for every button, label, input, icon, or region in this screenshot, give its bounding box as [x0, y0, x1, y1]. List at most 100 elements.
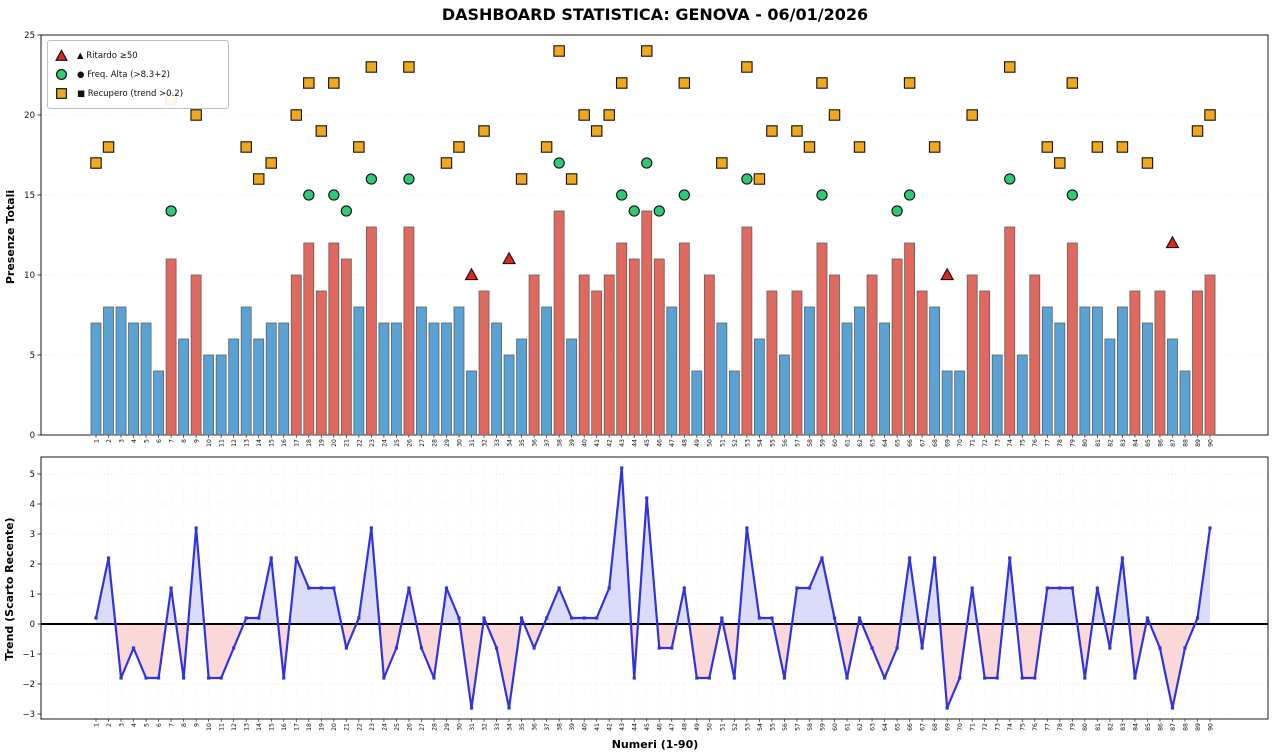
x-tick-label: 38 — [557, 439, 564, 447]
x-tick-label: 51 — [719, 439, 726, 447]
recupero-square-marker — [353, 141, 365, 153]
recupero-square-marker — [102, 141, 115, 153]
x-tick-label: 21 — [344, 723, 351, 731]
legend-item-ritardo: ▲ Ritardo ≥50 — [55, 46, 221, 65]
trend-fill-negative — [835, 624, 859, 678]
x-tick-label: 10 — [206, 723, 213, 731]
x-tick-label: 16 — [281, 439, 288, 447]
ritardo-triangle-marker — [1165, 235, 1180, 249]
x-tick-label: 79 — [1070, 439, 1077, 447]
trend-point — [795, 586, 799, 590]
trend-point — [695, 676, 699, 680]
x-tick-label: 58 — [807, 723, 814, 731]
x-tick-label: 50 — [707, 439, 714, 447]
trend-fill-negative — [657, 624, 677, 648]
x-tick-label: 57 — [794, 723, 801, 731]
presence-bar — [353, 306, 365, 436]
presence-bar — [841, 322, 853, 436]
x-tick-label: 13 — [244, 439, 251, 447]
recupero-square-marker — [315, 125, 328, 137]
recupero-square-marker — [365, 61, 378, 73]
trend-point — [908, 556, 912, 560]
recupero-square-marker — [603, 109, 615, 121]
trend-fill-negative — [1129, 624, 1147, 678]
presence-bar — [641, 210, 653, 436]
x-tick-label: 78 — [1057, 723, 1064, 731]
x-tick-label: 56 — [782, 723, 789, 731]
x-tick-label: 80 — [1082, 439, 1089, 447]
x-tick-label: 72 — [982, 723, 989, 731]
trend-fill-positive — [1113, 558, 1130, 624]
x-tick-label: 87 — [1170, 723, 1177, 731]
x-tick-label: 14 — [256, 439, 263, 447]
trend-point — [119, 676, 123, 680]
x-tick-label: 87 — [1170, 439, 1177, 447]
y-tick-label: −1 — [22, 650, 35, 660]
presence-bar — [203, 354, 215, 436]
trend-fill-positive — [1092, 588, 1105, 624]
x-tick-label: 65 — [894, 439, 901, 447]
x-tick-label: 43 — [619, 439, 626, 447]
x-tick-label: 58 — [807, 439, 814, 447]
x-tick-label: 90 — [1207, 723, 1214, 731]
x-tick-label: 24 — [381, 723, 388, 731]
x-tick-label: 13 — [244, 723, 251, 731]
trend-fill-positive — [401, 588, 417, 624]
presence-bar — [290, 274, 302, 436]
bottom-y-axis-label: Trend (Scarto Recente) — [3, 517, 16, 660]
presence-bar — [1029, 274, 1041, 436]
presence-bar — [1041, 306, 1053, 436]
x-tick-label: 33 — [494, 723, 501, 731]
trend-point — [169, 586, 173, 590]
freq-alta-circle-marker — [365, 173, 378, 185]
freq-alta-circle-marker — [616, 189, 628, 201]
legend-item-freq-alta: ● Freq. Alta (>8.3+2) — [55, 65, 221, 84]
x-tick-label: 42 — [607, 439, 614, 447]
x-tick-label: 47 — [669, 439, 676, 447]
presence-bar — [1016, 354, 1028, 436]
y-tick-label: 4 — [30, 500, 35, 510]
trend-point — [1020, 676, 1024, 680]
x-tick-label: 20 — [331, 723, 338, 731]
trend-point — [845, 676, 849, 680]
trend-point — [857, 616, 862, 620]
x-tick-label: 77 — [1045, 439, 1052, 447]
recupero-square-marker — [403, 61, 415, 73]
recupero-square-marker — [440, 157, 453, 169]
recupero-square-marker — [903, 77, 916, 89]
presence-bar — [278, 322, 290, 436]
presence-bar — [1142, 322, 1153, 436]
presence-bar — [879, 322, 890, 436]
x-tick-label: 84 — [1132, 439, 1139, 447]
presence-bar — [941, 370, 953, 436]
recupero-square-marker — [303, 77, 315, 89]
x-tick-label: 69 — [945, 723, 952, 731]
presence-bar — [866, 274, 878, 436]
x-tick-label: 8 — [181, 439, 188, 443]
y-tick-label: 1 — [30, 590, 35, 600]
x-tick-label: 17 — [294, 723, 301, 731]
trend-fill-negative — [773, 624, 792, 678]
trend-point — [1008, 556, 1012, 560]
freq-alta-circle-marker — [403, 173, 415, 185]
y-tick-label: 20 — [24, 111, 35, 121]
presence-bar — [365, 226, 377, 436]
y-tick-label: −2 — [22, 680, 35, 690]
trend-point — [632, 676, 636, 680]
x-tick-label: 45 — [644, 723, 651, 731]
circle-marker-icon — [55, 68, 68, 81]
x-tick-label: 53 — [744, 439, 751, 447]
presence-bar — [954, 370, 966, 436]
trend-point — [895, 646, 899, 650]
presence-bar — [691, 370, 703, 436]
x-tick-label: 80 — [1082, 723, 1089, 731]
x-tick-label: 75 — [1020, 439, 1027, 447]
trend-point — [570, 616, 574, 620]
y-tick-label: 25 — [24, 31, 35, 41]
x-tick-label: 74 — [1007, 723, 1014, 731]
x-tick-label: 65 — [894, 723, 901, 731]
presence-bar — [553, 210, 565, 436]
recupero-square-marker — [328, 77, 340, 89]
presence-bar — [741, 226, 753, 436]
x-tick-label: 59 — [819, 723, 826, 731]
